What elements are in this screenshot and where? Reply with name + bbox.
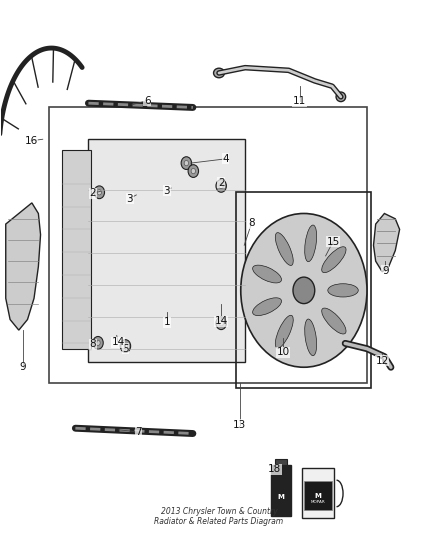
Ellipse shape — [305, 319, 317, 356]
Text: 4: 4 — [222, 154, 229, 164]
Circle shape — [188, 165, 198, 177]
Text: 8: 8 — [248, 218, 255, 228]
Bar — [304, 481, 332, 511]
Text: 2: 2 — [218, 177, 225, 188]
Text: 18: 18 — [268, 464, 281, 474]
Text: 7: 7 — [135, 427, 142, 437]
Circle shape — [219, 320, 223, 326]
Circle shape — [181, 157, 191, 169]
Bar — [88, 139, 245, 362]
Circle shape — [293, 277, 315, 304]
Text: 16: 16 — [25, 136, 38, 146]
Circle shape — [93, 336, 103, 349]
Text: 12: 12 — [375, 356, 389, 366]
Circle shape — [219, 183, 223, 189]
Text: 3: 3 — [163, 185, 170, 196]
Text: 1: 1 — [163, 317, 170, 327]
Ellipse shape — [276, 316, 293, 348]
Circle shape — [120, 340, 131, 352]
Circle shape — [97, 190, 102, 195]
Ellipse shape — [321, 308, 346, 334]
Text: 13: 13 — [233, 419, 247, 430]
Ellipse shape — [253, 265, 282, 283]
Circle shape — [216, 317, 226, 329]
Ellipse shape — [253, 298, 282, 316]
Text: 11: 11 — [293, 96, 306, 106]
Polygon shape — [6, 203, 41, 330]
Circle shape — [123, 343, 127, 349]
Ellipse shape — [276, 232, 293, 265]
Circle shape — [94, 186, 105, 199]
Text: MOPAR: MOPAR — [311, 500, 325, 504]
Circle shape — [191, 168, 195, 174]
Bar — [271, 465, 291, 516]
Text: 2: 2 — [89, 188, 96, 198]
Text: 3: 3 — [127, 193, 133, 204]
Ellipse shape — [321, 247, 346, 273]
Text: M: M — [315, 493, 321, 499]
Text: 9: 9 — [20, 362, 26, 372]
Bar — [49, 108, 367, 383]
Circle shape — [216, 180, 226, 192]
Bar — [275, 459, 287, 465]
Text: 15: 15 — [326, 237, 339, 247]
Circle shape — [96, 340, 100, 345]
Bar — [62, 150, 91, 349]
Ellipse shape — [336, 92, 346, 102]
Bar — [302, 468, 334, 519]
Ellipse shape — [305, 225, 317, 262]
Text: 14: 14 — [111, 337, 125, 348]
Text: 9: 9 — [382, 266, 389, 276]
Polygon shape — [374, 214, 399, 272]
Circle shape — [241, 214, 367, 367]
Text: 2013 Chrysler Town & Country
Radiator & Related Parts Diagram: 2013 Chrysler Town & Country Radiator & … — [155, 507, 283, 526]
Ellipse shape — [328, 284, 358, 297]
Text: 6: 6 — [144, 95, 151, 106]
Ellipse shape — [214, 68, 224, 78]
Text: M: M — [277, 494, 284, 500]
Text: 5: 5 — [122, 344, 129, 354]
Text: 8: 8 — [89, 340, 96, 350]
Text: 10: 10 — [277, 348, 290, 358]
Circle shape — [184, 160, 188, 166]
Text: 14: 14 — [215, 316, 228, 326]
